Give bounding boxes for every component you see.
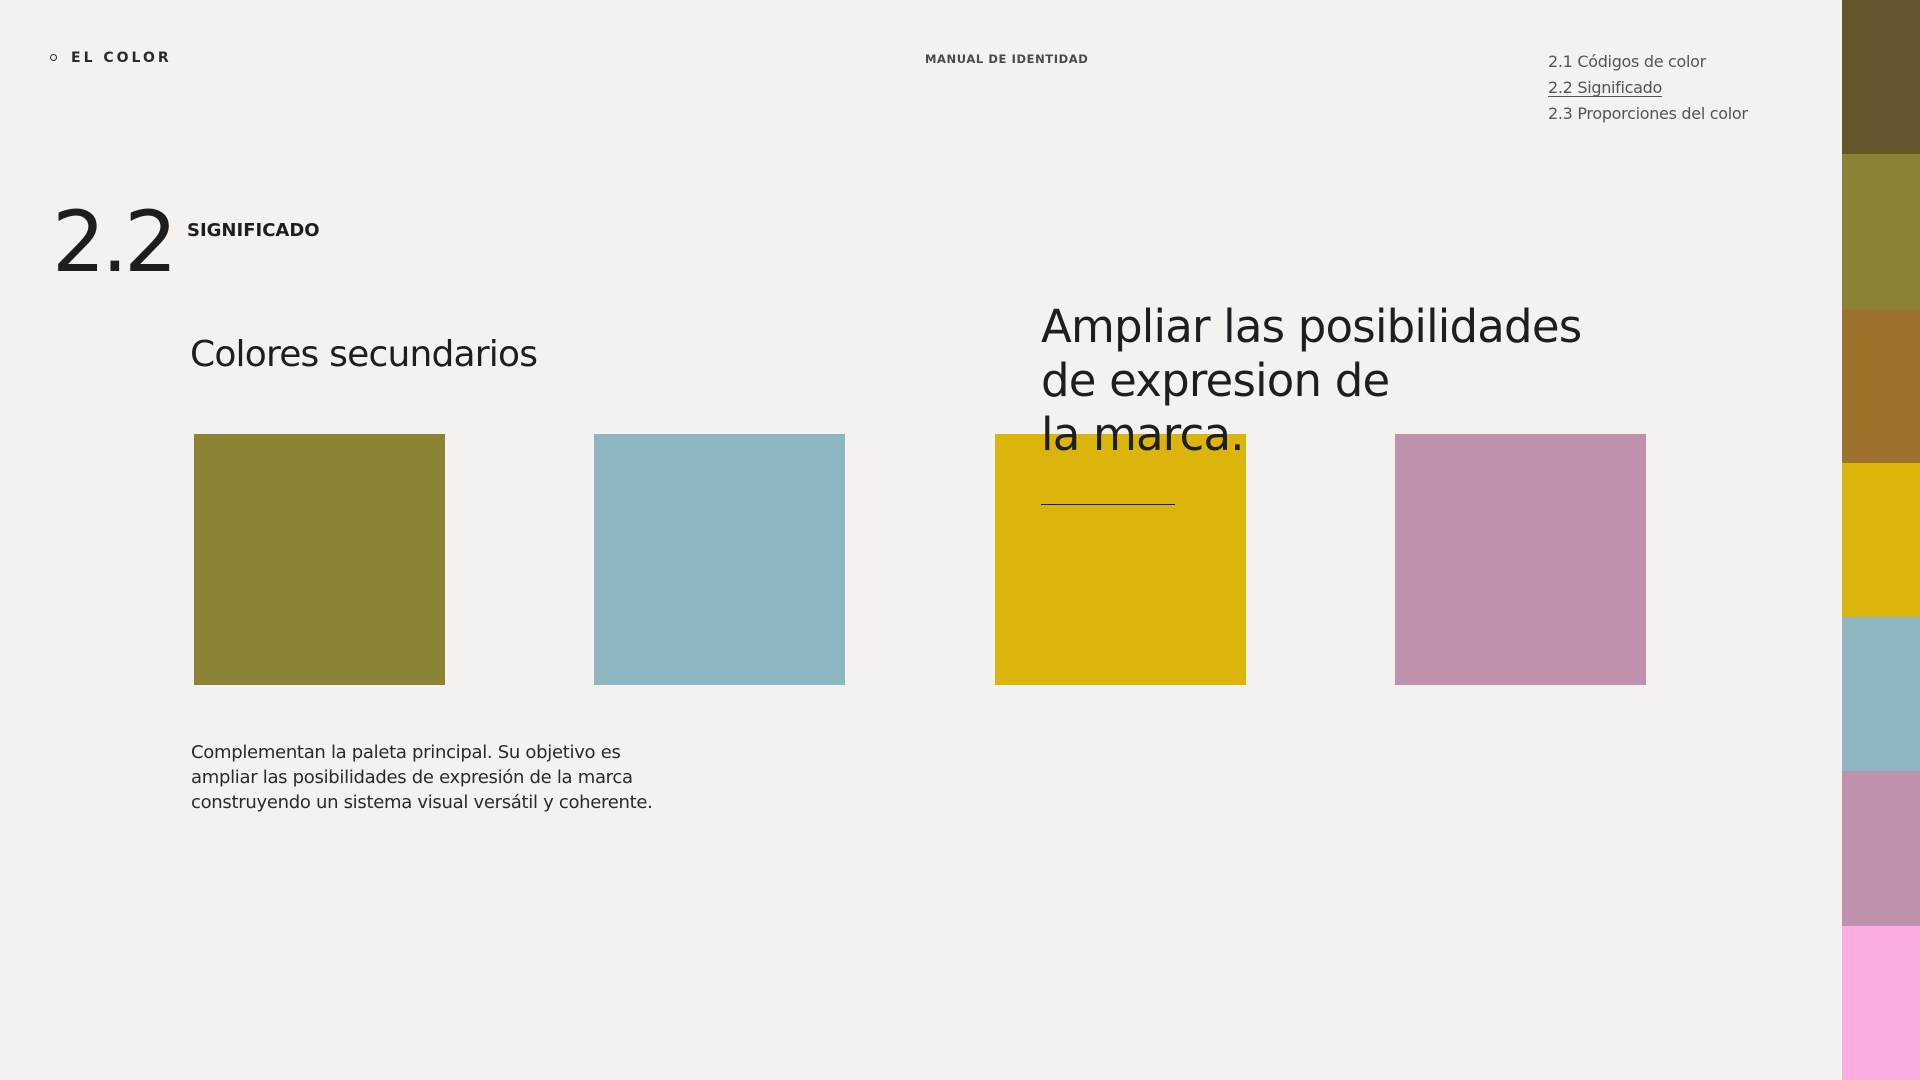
pull-quote-line: la marca. bbox=[1041, 408, 1245, 461]
subnav-item-proporciones[interactable]: 2.3 Proporciones del color bbox=[1548, 104, 1748, 123]
subnav-item-significado[interactable]: 2.2 Significado bbox=[1548, 78, 1663, 97]
section-name: SIGNIFICADO bbox=[187, 220, 320, 241]
quote-divider bbox=[1041, 504, 1175, 505]
subsection-nav: 2.1 Códigos de color 2.2 Significado 2.3… bbox=[1548, 52, 1748, 124]
pull-quote-line: de expresion de bbox=[1041, 354, 1390, 407]
section-label-text: EL COLOR bbox=[71, 50, 172, 66]
palette-strip bbox=[1842, 0, 1920, 1080]
palette-band bbox=[1842, 617, 1920, 772]
color-swatch-olive bbox=[194, 434, 445, 685]
palette-band bbox=[1842, 771, 1920, 926]
section-number: 2.2 bbox=[52, 193, 178, 291]
description-line: Complementan la paleta principal. Su obj… bbox=[191, 742, 621, 763]
palette-band bbox=[1842, 925, 1920, 1080]
description-text: Complementan la paleta principal. Su obj… bbox=[191, 740, 711, 815]
colors-heading: Colores secundarios bbox=[190, 334, 538, 375]
color-swatch-mustard bbox=[995, 434, 1246, 685]
palette-band bbox=[1842, 154, 1920, 309]
subnav-item-codigos[interactable]: 2.1 Códigos de color bbox=[1548, 52, 1706, 71]
color-swatch-light-blue bbox=[594, 434, 845, 685]
color-swatch-mauve bbox=[1395, 434, 1646, 685]
pull-quote-line: Ampliar las posibilidades bbox=[1041, 300, 1582, 353]
palette-band bbox=[1842, 462, 1920, 618]
palette-band bbox=[1842, 0, 1920, 155]
section-label: EL COLOR bbox=[50, 50, 172, 66]
slide-page: EL COLOR MANUAL DE IDENTIDAD 2.1 Códigos… bbox=[50, 50, 1748, 815]
document-title: MANUAL DE IDENTIDAD bbox=[925, 52, 1089, 66]
palette-band bbox=[1842, 308, 1920, 463]
circle-icon bbox=[50, 53, 57, 61]
description-line: ampliar las posibilidades de expresión d… bbox=[191, 767, 633, 788]
pull-quote: Ampliar las posibilidades de expresion d… bbox=[1041, 300, 1641, 462]
description-line: construyendo un sistema visual versátil … bbox=[191, 792, 653, 813]
